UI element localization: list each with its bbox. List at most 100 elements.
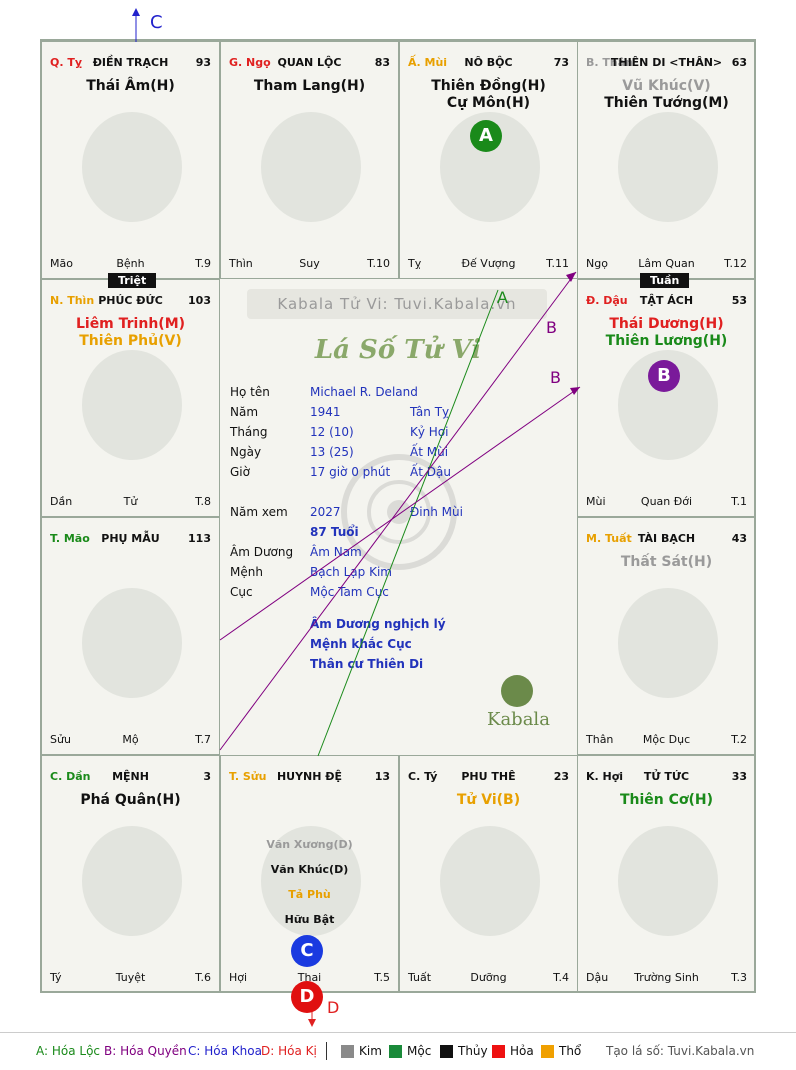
palace-cell[interactable]: Đ. Dậu TẬT ÁCH 53 Thái Dương(H) Thiên Lương(… bbox=[577, 279, 756, 517]
palace-cell[interactable]: M. Tuất TÀI BẠCH 43 Thất Sát(H) Thân Mộc Dục T… bbox=[577, 517, 756, 755]
legend-site[interactable]: Tạo lá số: Tuvi.Kabala.vn bbox=[606, 1044, 755, 1058]
zodiac-watermark-icon bbox=[440, 112, 540, 222]
palace-period: T.1 bbox=[731, 495, 747, 508]
arrow-b-label-2: B bbox=[550, 368, 561, 387]
palace-number: 53 bbox=[731, 294, 747, 307]
info-label: Cục bbox=[230, 585, 253, 599]
info-label: Âm Dương bbox=[230, 545, 294, 559]
kabala-logo-icon bbox=[501, 675, 533, 707]
palace-cell[interactable]: N. Thìn PHÚC ĐỨC 103 Liêm Trinh(M) Thiên Phủ… bbox=[41, 279, 220, 517]
palace-name: QUAN LỘC bbox=[277, 56, 342, 69]
palace-stage: Đế Vượng bbox=[461, 257, 516, 270]
palace-can: C. Dần bbox=[50, 770, 91, 783]
info-can-chi: Ất Dậu bbox=[410, 465, 451, 479]
palace-number: 113 bbox=[188, 532, 211, 545]
palace-cell[interactable]: K. Hợi TỬ TỨC 33 Thiên Cơ(H) Dậu Trường Sinh T… bbox=[577, 755, 756, 993]
palace-cell[interactable]: B. Thân THIÊN DI <THÂN> 63 Vũ Khúc(V) Thiên … bbox=[577, 41, 756, 279]
legend-tho-swatch bbox=[541, 1045, 554, 1058]
palace-number: 13 bbox=[374, 770, 390, 783]
palace-period: T.10 bbox=[367, 257, 390, 270]
info-value: 87 Tuổi bbox=[310, 525, 359, 539]
minor-star: Tả Phù bbox=[288, 888, 331, 901]
palace-name: HUYNH ĐỆ bbox=[276, 770, 343, 783]
palace-stage: Bệnh bbox=[116, 257, 145, 270]
palace-name: TỬ TỨC bbox=[643, 770, 690, 783]
legend-kim-swatch bbox=[341, 1045, 354, 1058]
palace-stage: Trường Sinh bbox=[634, 971, 699, 984]
chart-note: Âm Dương nghịch lý bbox=[310, 617, 446, 631]
legend-moc: Mộc bbox=[407, 1044, 432, 1058]
info-label: Năm xem bbox=[230, 505, 288, 519]
palace-number: 43 bbox=[731, 532, 747, 545]
palace-branch: Thân bbox=[586, 733, 614, 746]
palace-cell[interactable]: C. Dần MỆNH 3 Phá Quân(H) Tý Tuyệt T.6 bbox=[41, 755, 220, 993]
zodiac-watermark-icon bbox=[440, 826, 540, 936]
palace-stage: Dưỡng bbox=[470, 971, 507, 984]
palace-name: TÀI BẠCH bbox=[637, 532, 696, 545]
palace-number: 93 bbox=[195, 56, 211, 69]
major-star: Thiên Cơ(H) bbox=[619, 792, 714, 808]
major-star: Vũ Khúc(V) bbox=[622, 78, 711, 94]
palace-name: ĐIỀN TRẠCH bbox=[92, 56, 169, 69]
palace-can: T. Sửu bbox=[229, 770, 267, 783]
info-label: Năm bbox=[230, 405, 259, 419]
arrow-a-label: A bbox=[497, 288, 508, 307]
palace-name: MỆNH bbox=[112, 770, 149, 783]
info-label: Mệnh bbox=[230, 565, 263, 579]
arrow-d-label: D bbox=[327, 998, 340, 1017]
palace-cell[interactable]: Ấ. Mùi NÔ BỘC 73 Thiên Đồng(H) Cự Môn(H) Tỵ Đế… bbox=[399, 41, 578, 279]
info-value: 13 (25) bbox=[310, 445, 354, 459]
legend-thuy-swatch bbox=[440, 1045, 453, 1058]
arrow-b2-line bbox=[219, 386, 581, 641]
tuan-tag: Tuần bbox=[640, 273, 690, 288]
palace-period: T.3 bbox=[731, 971, 747, 984]
legend-hoa-quyen: B: Hóa Quyền bbox=[104, 1044, 187, 1058]
palace-branch: Ngọ bbox=[586, 257, 608, 270]
palace-cell[interactable]: G. Ngọ QUAN LỘC 83 Tham Lang(H) Thìn Suy T.10 bbox=[220, 41, 399, 279]
palace-name: THIÊN DI <THÂN> bbox=[610, 56, 723, 69]
info-value: 1941 bbox=[310, 405, 341, 419]
info-value: Bạch Lạp Kim bbox=[310, 565, 392, 579]
legend-hoa-swatch bbox=[492, 1045, 505, 1058]
palace-branch: Mùi bbox=[586, 495, 606, 508]
minor-star: Hữu Bật bbox=[284, 913, 335, 926]
info-value: Michael R. Deland bbox=[310, 385, 418, 399]
watermark-banner: Kabala Tử Vi: Tuvi.Kabala.vn bbox=[247, 289, 547, 319]
legend-moc-swatch bbox=[389, 1045, 402, 1058]
legend-kim: Kim bbox=[359, 1044, 382, 1058]
brand-text: Kabala bbox=[487, 709, 550, 730]
palace-can: K. Hợi bbox=[586, 770, 624, 783]
chart-title: Lá Số Tử Vi bbox=[314, 335, 482, 365]
palace-branch: Dậu bbox=[586, 971, 609, 984]
palace-cell[interactable]: T. Mão PHỤ MẪU 113 Sửu Mộ T.7 bbox=[41, 517, 220, 755]
info-value: 17 giờ 0 phút bbox=[310, 465, 391, 479]
zodiac-watermark-icon bbox=[618, 588, 718, 698]
palace-branch: Sửu bbox=[50, 733, 71, 746]
palace-period: T.8 bbox=[195, 495, 211, 508]
palace-number: 73 bbox=[553, 56, 569, 69]
major-star: Tham Lang(H) bbox=[253, 78, 366, 94]
palace-name: PHỤ MẪU bbox=[101, 532, 160, 545]
major-star: Thất Sát(H) bbox=[620, 554, 713, 570]
palace-cell[interactable]: T. Sửu HUYNH ĐỆ 13 Văn Xương(D) Văn Khúc(D) T… bbox=[220, 755, 399, 993]
palace-cell[interactable]: C. Tý PHU THÊ 23 Tử Vi(B) Tuất Dưỡng T.4 bbox=[399, 755, 578, 993]
palace-branch: Tuất bbox=[408, 971, 432, 984]
palace-can: Q. Tỵ bbox=[50, 56, 83, 69]
legend-thuy: Thủy bbox=[458, 1044, 488, 1058]
palace-period: T.7 bbox=[195, 733, 211, 746]
palace-can: N. Thìn bbox=[50, 294, 95, 307]
palace-can: M. Tuất bbox=[586, 532, 632, 545]
palace-number: 23 bbox=[553, 770, 569, 783]
palace-stage: Mộ bbox=[122, 733, 139, 746]
zodiac-watermark-icon bbox=[261, 112, 361, 222]
chart-note: Thân cư Thiên Di bbox=[310, 657, 424, 671]
zodiac-watermark-icon bbox=[261, 826, 361, 936]
palace-period: T.5 bbox=[374, 971, 390, 984]
palace-branch: Tý bbox=[50, 971, 62, 984]
info-can-chi: Tân Tỵ bbox=[410, 405, 450, 419]
major-star: Cự Môn(H) bbox=[446, 95, 531, 111]
zodiac-watermark-icon bbox=[618, 350, 718, 460]
palace-branch: Hợi bbox=[229, 971, 248, 984]
info-value: Mộc Tam Cục bbox=[310, 585, 389, 599]
